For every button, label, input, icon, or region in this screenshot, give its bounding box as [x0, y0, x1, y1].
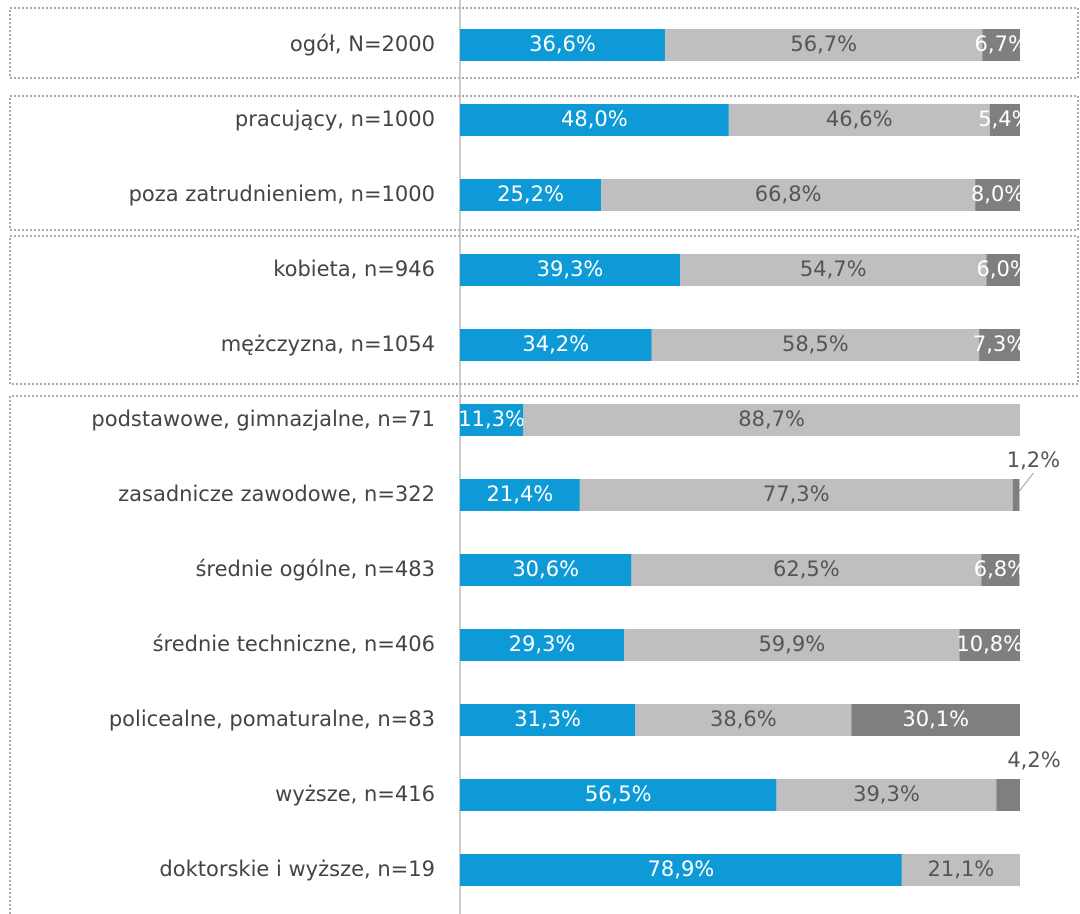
bar-segment: [901, 854, 1020, 886]
bar-segment: [680, 254, 987, 286]
category-label: policealne, pomaturalne, n=83: [109, 707, 435, 731]
bar-segment: [651, 329, 980, 361]
value-label: 38,6%: [710, 707, 777, 731]
value-label: 31,3%: [514, 707, 581, 731]
category-label: poza zatrudnieniem, n=1000: [129, 182, 435, 206]
value-label: 30,6%: [512, 557, 579, 581]
group-frame: [9, 395, 1078, 914]
value-label: 6,7%: [975, 32, 1028, 56]
value-label: 11,3%: [458, 407, 525, 431]
bar-segment: [996, 779, 1020, 811]
category-label: średnie ogólne, n=483: [195, 557, 435, 581]
value-label: 10,8%: [956, 632, 1023, 656]
category-label: zasadnicze zawodowe, n=322: [118, 482, 435, 506]
bar-segment: [460, 779, 777, 811]
group-frame: [9, 95, 1079, 231]
bar-segment: [460, 704, 636, 736]
bar-segment: [776, 779, 997, 811]
bar-segment: [631, 554, 982, 586]
value-label: 4,2%: [1007, 748, 1060, 772]
bar-segment: [460, 404, 524, 436]
value-label: 46,6%: [826, 107, 893, 131]
value-label: 36,6%: [529, 32, 596, 56]
value-label: 39,3%: [853, 782, 920, 806]
value-label: 25,2%: [497, 182, 564, 206]
category-label: podstawowe, gimnazjalne, n=71: [91, 407, 435, 431]
category-label: pracujący, n=1000: [235, 107, 435, 131]
bar-segment: [460, 479, 580, 511]
bar-segment: [460, 254, 681, 286]
value-label: 6,8%: [974, 557, 1027, 581]
bar-segment: [986, 254, 1020, 286]
bar-segment: [460, 629, 625, 661]
bar-segment: [1012, 479, 1020, 511]
group-frame: [9, 235, 1079, 385]
bar-segment: [982, 29, 1020, 61]
leader-line: [1019, 472, 1034, 492]
bar-segment: [460, 104, 729, 136]
value-label: 88,7%: [738, 407, 805, 431]
value-label: 66,8%: [755, 182, 822, 206]
value-label: 39,3%: [537, 257, 604, 281]
value-label: 48,0%: [561, 107, 628, 131]
bar-segment: [989, 104, 1020, 136]
value-label: 62,5%: [773, 557, 840, 581]
bar-segment: [460, 554, 632, 586]
value-label: 6,0%: [977, 257, 1030, 281]
bar-segment: [728, 104, 990, 136]
value-label: 5,4%: [978, 107, 1031, 131]
bar-segment: [635, 704, 852, 736]
bar-segment: [851, 704, 1020, 736]
value-label: 7,3%: [973, 332, 1026, 356]
bar-segment: [460, 29, 665, 61]
value-label: 34,2%: [522, 332, 589, 356]
bar-segment: [579, 479, 1013, 511]
bar-segment: [959, 629, 1020, 661]
value-label: 56,7%: [790, 32, 857, 56]
category-label: ogół, N=2000: [290, 32, 435, 56]
value-label: 54,7%: [800, 257, 867, 281]
value-label: 78,9%: [648, 857, 715, 881]
value-label: 77,3%: [763, 482, 830, 506]
category-label: kobieta, n=946: [273, 257, 435, 281]
category-label: mężczyzna, n=1054: [221, 332, 435, 356]
bar-segment: [601, 179, 976, 211]
category-label: doktorskie i wyższe, n=19: [159, 857, 435, 881]
value-label: 59,9%: [758, 632, 825, 656]
bar-segment: [981, 554, 1020, 586]
value-label: 30,1%: [902, 707, 969, 731]
value-label: 29,3%: [509, 632, 576, 656]
category-label: średnie techniczne, n=406: [153, 632, 435, 656]
bar-segment: [460, 854, 902, 886]
group-frame: [9, 7, 1079, 79]
value-label: 58,5%: [782, 332, 849, 356]
bar-segment: [624, 629, 960, 661]
bar-segment: [975, 179, 1020, 211]
category-label: wyższe, n=416: [275, 782, 435, 806]
bar-segment: [664, 29, 983, 61]
value-label: 21,1%: [928, 857, 995, 881]
value-label: 21,4%: [487, 482, 554, 506]
bar-segment: [979, 329, 1020, 361]
bar-segment: [460, 329, 652, 361]
value-label: 8,0%: [971, 182, 1024, 206]
bar-segment: [523, 404, 1020, 436]
value-label: 1,2%: [1007, 448, 1060, 472]
bar-segment: [460, 179, 602, 211]
value-label: 56,5%: [585, 782, 652, 806]
